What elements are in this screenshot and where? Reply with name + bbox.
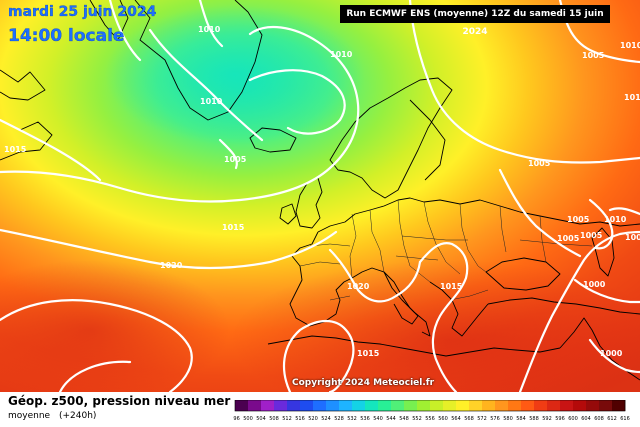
pressure-label: 1020: [347, 282, 370, 291]
color-scale-tick: 612: [607, 416, 617, 422]
pressure-label: 1000: [583, 280, 606, 289]
pressure-label: 1010: [200, 97, 223, 106]
color-swatch: [339, 400, 353, 411]
color-scale-tick: 544: [386, 416, 396, 422]
color-swatch: [430, 400, 444, 411]
color-scale-tick: 564: [451, 416, 461, 422]
color-swatch: [521, 400, 535, 411]
color-swatch: [456, 400, 470, 411]
color-scale-tick: 516: [295, 416, 305, 422]
color-swatch: [482, 400, 496, 411]
color-swatch: [235, 400, 249, 411]
color-swatch: [287, 400, 301, 411]
color-swatch: [313, 400, 327, 411]
color-scale-tick: 548: [399, 416, 409, 422]
pressure-label: 1005: [224, 155, 247, 164]
color-swatch: [547, 400, 561, 411]
pressure-label: 1020: [160, 261, 183, 270]
color-scale-tick: 600: [568, 416, 578, 422]
color-scale-tick: 596: [555, 416, 565, 422]
map-canvas: 1010 1010 1010 1005 1005 1015 1015 1020 …: [0, 0, 640, 392]
model-run-info: Run ECMWF ENS (moyenne) 12Z du samedi 15…: [340, 5, 610, 37]
color-swatch: [261, 400, 275, 411]
color-swatch: [391, 400, 405, 411]
color-swatch: [300, 400, 314, 411]
pressure-label: 1000: [600, 349, 623, 358]
color-scale-tick: 576: [490, 416, 500, 422]
color-scale-tick: 560: [438, 416, 448, 422]
legend-subtitle-hours: (+240h): [58, 411, 97, 421]
pressure-label: 1005: [580, 231, 603, 240]
forecast-date: mardi 25 juin 2024: [8, 4, 157, 20]
pressure-label: 1005: [625, 233, 640, 242]
color-swatch: [443, 400, 457, 411]
color-swatch: [417, 400, 431, 411]
color-scale-tick: 556: [425, 416, 435, 422]
legend-subtitle: moyenne (+240h): [8, 411, 96, 421]
copyright-notice: Copyright 2024 Meteociel.fr: [292, 378, 435, 388]
color-swatch: [469, 400, 483, 411]
color-swatch: [612, 400, 626, 411]
legend-title: Géop. z500, pression niveau mer: [8, 394, 231, 408]
color-scale-tick: 508: [269, 416, 279, 422]
color-swatch: [378, 400, 392, 411]
forecast-time: 14:00 locale: [8, 26, 125, 46]
color-scale-tick: 512: [282, 416, 292, 422]
pressure-label: 1015: [440, 282, 463, 291]
color-swatch: [560, 400, 574, 411]
color-scale-tick: 580: [503, 416, 513, 422]
color-scale-tick: 568: [464, 416, 474, 422]
pressure-label: 1010: [198, 25, 221, 34]
color-scale-tick: 552: [412, 416, 422, 422]
color-swatch: [599, 400, 613, 411]
color-swatch: [274, 400, 288, 411]
color-scale-tick: 528: [334, 416, 344, 422]
color-swatch: [248, 400, 262, 411]
color-swatch: [404, 400, 418, 411]
color-scale-tick: 608: [594, 416, 604, 422]
color-swatch: [586, 400, 600, 411]
color-scale-tick: 592: [542, 416, 552, 422]
legend-subtitle-label: moyenne: [8, 411, 51, 421]
color-scale-tick: 532: [347, 416, 357, 422]
color-scale-tick: 496: [233, 416, 240, 422]
pressure-label: 1015: [222, 223, 245, 232]
color-scale-tick: 588: [529, 416, 539, 422]
color-swatch: [573, 400, 587, 411]
geopotential-low-core: [105, 5, 365, 145]
color-scale-tick: 616: [620, 416, 630, 422]
pressure-label: 1015: [357, 349, 380, 358]
color-scale-tick: 520: [308, 416, 318, 422]
color-scale: 4965005045085125165205245285325365405445…: [233, 400, 630, 422]
color-scale-tick: 524: [321, 416, 331, 422]
color-swatch: [365, 400, 379, 411]
color-swatch: [508, 400, 522, 411]
color-swatch: [326, 400, 340, 411]
pressure-labels: 1010 1010 1010 1005 1005 1015 1015 1020 …: [4, 25, 640, 358]
color-scale-tick: 536: [360, 416, 370, 422]
color-swatch: [352, 400, 366, 411]
color-scale-tick: 604: [581, 416, 591, 422]
pressure-label: 1015: [624, 93, 640, 102]
color-scale-tick: 584: [516, 416, 526, 422]
weather-map: 1010 1010 1010 1005 1005 1015 1015 1020 …: [0, 0, 640, 392]
color-scale-tick: 572: [477, 416, 487, 422]
color-swatch: [534, 400, 548, 411]
color-swatch: [495, 400, 509, 411]
color-scale-tick: 540: [373, 416, 383, 422]
color-scale-tick: 500: [243, 416, 253, 422]
color-scale-tick: 504: [256, 416, 266, 422]
pressure-label: 1005: [528, 159, 551, 168]
pressure-label: 1010: [330, 50, 353, 59]
pressure-label: 1010: [620, 41, 640, 50]
pressure-label: 1010: [604, 215, 627, 224]
pressure-label: 1005: [557, 234, 580, 243]
color-scale-frame: [234, 400, 626, 412]
isobars: [0, 0, 640, 392]
pressure-label: 1005: [567, 215, 590, 224]
geopotential-high-southwest: [0, 260, 230, 392]
pressure-label: 1015: [4, 145, 27, 154]
pressure-label: 1005: [582, 51, 605, 60]
